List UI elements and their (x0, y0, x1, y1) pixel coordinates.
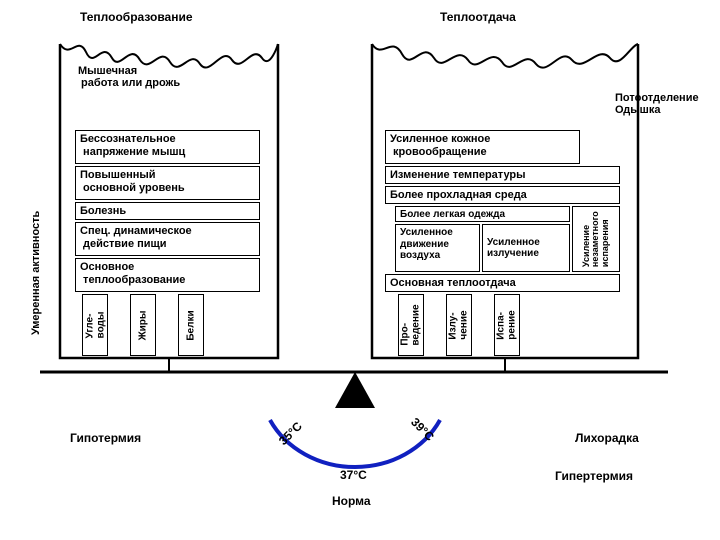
left-layer-1: Повышенный основной уровень (75, 166, 260, 200)
mode-conduction: Про- ведение (398, 294, 424, 356)
substrate-proteins-label: Белки (186, 310, 197, 340)
temp-35: 35°C (276, 419, 305, 448)
sweating-label: Потоотделение Одышка (615, 92, 699, 116)
left-layer-4: Основное теплообразование (75, 258, 260, 292)
mode-evaporation: Испа- рение (494, 294, 520, 356)
mode-radiation: Излу- чение (446, 294, 472, 356)
mode-conduction-label: Про- ведение (400, 304, 422, 345)
right-inner-right: Усиленное излучение (482, 224, 570, 272)
right-layer-2: Более прохладная среда (385, 186, 620, 204)
norm-label: Норма (332, 495, 371, 508)
left-layer-3: Спец. динамическое действие пищи (75, 222, 260, 256)
title-heat-loss: Теплоотдача (440, 10, 516, 24)
right-vertical-box: Усиление незаметного испарения (572, 206, 620, 272)
fever-label: Лихорадка (575, 432, 639, 445)
mode-evaporation-label: Испа- рение (496, 310, 518, 339)
right-layer-4: Основная теплоотдача (385, 274, 620, 292)
right-layer-1: Изменение температуры (385, 166, 620, 184)
muscle-work-label: Мышечная работа или дрожь (78, 65, 180, 89)
y-axis-label: Умеренная активность (30, 211, 42, 335)
title-heat-production: Теплообразование (80, 10, 193, 24)
substrate-carbs: Угле- воды (82, 294, 108, 356)
hyperthermia-label: Гипертермия (555, 470, 633, 483)
temp-37: 37°C (340, 468, 367, 482)
right-layer-0: Усиленное кожное кровообращение (385, 130, 580, 164)
right-inner-left: Усиленное движение воздуха (395, 224, 480, 272)
substrate-fats-label: Жиры (138, 310, 149, 340)
left-layer-2: Болезнь (75, 202, 260, 220)
left-layer-0: Бессознательное напряжение мышц (75, 130, 260, 164)
temp-39: 39°C (408, 415, 437, 444)
evaporation-enhancement-label: Усиление незаметного испарения (582, 211, 610, 267)
substrate-carbs-label: Угле- воды (84, 312, 106, 339)
mode-radiation-label: Излу- чение (448, 310, 470, 339)
substrate-proteins: Белки (178, 294, 204, 356)
hypothermia-label: Гипотермия (70, 432, 141, 445)
right-layer-3: Более легкая одежда (395, 206, 570, 222)
substrate-fats: Жиры (130, 294, 156, 356)
